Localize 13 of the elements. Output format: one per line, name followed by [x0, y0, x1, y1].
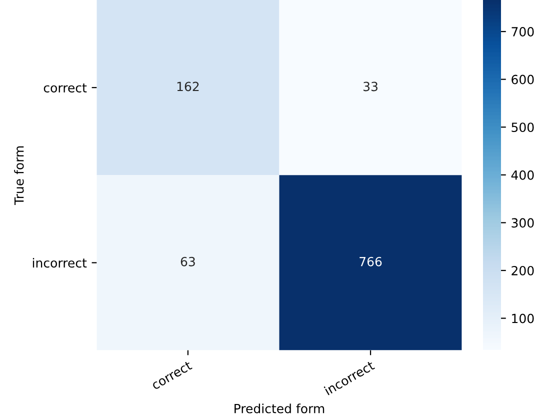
- data-label: 63: [180, 256, 195, 266]
- color-bar-label: 200: [512, 266, 534, 276]
- x-axis-title: Predicted form: [234, 404, 324, 414]
- data-label: 162: [177, 82, 199, 92]
- color-bar-label: 600: [512, 74, 534, 84]
- color-bar-label: 100: [512, 314, 534, 324]
- color-bar-label: 300: [512, 218, 534, 228]
- y-axis-title: True form: [14, 146, 24, 206]
- color-bar-label: 400: [511, 170, 534, 180]
- data-label: 766: [360, 256, 382, 266]
- color-bar-label: 700: [512, 27, 534, 36]
- color-bar-label: 500: [512, 122, 534, 132]
- data-label: 33: [364, 82, 378, 92]
